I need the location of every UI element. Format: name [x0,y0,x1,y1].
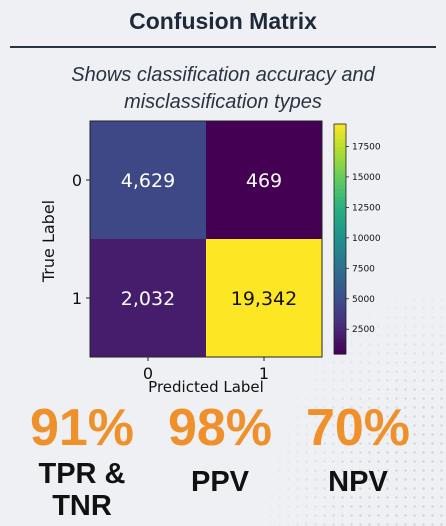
colorbar-tick-label: 10000 [352,234,381,244]
colorbar-segment [334,346,346,351]
colorbar-segment [334,173,346,179]
colorbar-segment [334,265,346,271]
colorbar-segment [334,177,346,183]
colorbar-segment [334,292,346,298]
cell-value-label: 19,342 [231,288,297,310]
colorbar-segment [334,288,346,294]
colorbar-segment [334,315,346,321]
stat-label: PPV [190,466,250,498]
colorbar-segment [334,350,346,355]
colorbar-segment [334,311,346,317]
colorbar-segment [334,239,346,244]
colorbar-segment [334,246,346,252]
stat-value: 70% [305,399,411,457]
stat-value: 98% [167,399,273,457]
colorbar-segment [334,208,346,213]
stat-label: TNR [52,490,112,522]
colorbar-segment [334,308,346,313]
colorbar-segment [334,143,346,148]
colorbar-segment [334,204,346,209]
colorbar-segment [334,189,346,194]
colorbar-segment [334,269,346,275]
colorbar-segment [334,262,346,267]
cell-value-label: 4,629 [121,170,175,192]
colorbar-segment [334,216,346,221]
colorbar-segment [334,212,346,217]
colorbar-segment [334,139,346,144]
colorbar-segment [334,193,346,198]
colorbar-segment [334,231,346,236]
colorbar-segment [334,235,346,240]
colorbar-segment [334,242,346,248]
stat-npv: 70% NPV [298,398,418,498]
colorbar-segment [334,227,346,232]
subtitle-line-1: Shows classification accuracy and [71,64,375,86]
colorbar-segment [334,331,346,336]
cell-value-label: 2,032 [121,288,175,310]
x-axis-label: Predicted Label [148,378,264,396]
chart-subtitle: Shows classification accuracy and miscla… [0,62,446,116]
page-title: Confusion Matrix [129,8,317,34]
colorbar-segment [334,219,346,225]
stat-ppv: 98% PPV [160,398,280,498]
heatmap-cell [206,121,322,239]
colorbar-segment [334,158,346,163]
colorbar-tick-label: 5000 [352,295,375,305]
x-tick-label: 0 [143,364,153,383]
stat-value: 91% [29,399,135,457]
colorbar-segment [334,127,346,133]
matrix-frame [89,120,323,358]
colorbar-segment [334,131,346,137]
colorbar-segment [334,277,346,282]
colorbar-segment [334,334,346,340]
colorbar-frame [333,123,347,355]
colorbar-segment [334,196,346,202]
colorbar-segment [334,323,346,328]
colorbar-segment [334,150,346,156]
colorbar-segment [334,185,346,190]
colorbar-tick-label: 7500 [352,264,375,274]
colorbar-segment [334,223,346,229]
colorbar-segment [334,273,346,278]
colorbar-segment [334,327,346,332]
stat-label: NPV [328,466,388,498]
colorbar-segment [334,181,346,186]
heatmap-cell [90,239,206,357]
colorbar-tick-label: 2500 [352,325,375,335]
colorbar-segment [334,200,346,206]
y-tick-label: 1 [72,289,82,308]
colorbar-segment [334,162,346,167]
colorbar-segment [334,281,346,286]
y-axis-label: True Label [39,200,58,283]
colorbar-segment [334,285,346,290]
colorbar-segment [334,304,346,309]
x-tick-label: 1 [259,364,269,383]
y-tick-label: 0 [72,171,82,190]
heatmap-cell [206,239,322,357]
colorbar-segment [334,135,346,140]
colorbar-segment [334,342,346,347]
stat-tpr-tnr: 91% TPR & TNR [22,398,142,522]
colorbar-tick-label: 12500 [352,203,381,213]
colorbar-segment [334,170,346,175]
cell-value-label: 469 [246,170,282,192]
stat-label: TPR & [38,458,126,490]
colorbar-segment [334,296,346,301]
colorbar-tick-label: 15000 [352,173,381,183]
colorbar-segment [334,258,346,263]
colorbar-segment [334,147,346,152]
colorbar-segment [334,338,346,344]
colorbar-segment [334,319,346,324]
colorbar-segment [334,254,346,259]
heatmap-cell [90,121,206,239]
colorbar-segment [334,124,346,129]
colorbar-segment [334,250,346,255]
colorbar-segment [334,154,346,160]
colorbar-segment [334,300,346,305]
colorbar-tick-label: 17500 [352,142,381,152]
colorbar-segment [334,166,346,171]
subtitle-line-2: misclassification types [124,91,322,113]
title-divider [10,46,436,48]
